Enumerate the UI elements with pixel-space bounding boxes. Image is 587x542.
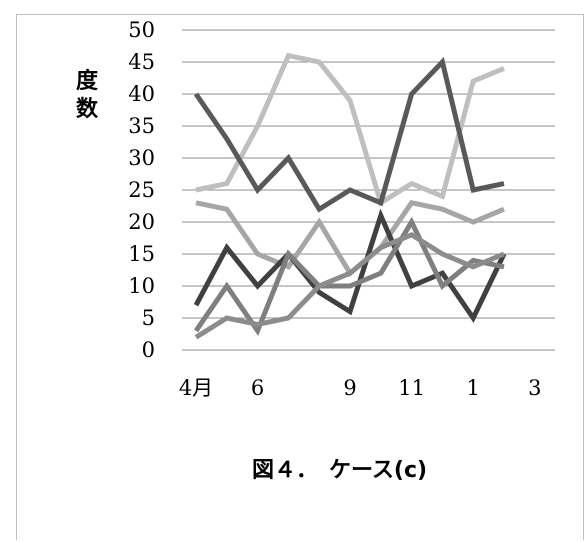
- y-axis-ticks: 0 5 10 15 20 25 30 35 40 45 50: [128, 18, 155, 362]
- series-line-2: [193, 56, 505, 213]
- y-tick-label: 35: [128, 114, 155, 138]
- y-tick-label: 25: [128, 178, 155, 202]
- figure-caption: 図４． ケース(c): [252, 458, 428, 483]
- x-tick-label: 9: [343, 376, 356, 400]
- y-axis-label: 度数: [76, 68, 99, 122]
- y-tick-label: 10: [128, 274, 155, 298]
- series-line-1: [195, 52, 505, 207]
- y-tick-label: 40: [128, 82, 155, 106]
- y-tick-label: 30: [128, 146, 155, 170]
- y-axis-label-char: 度: [76, 68, 99, 94]
- y-tick-label: 5: [142, 306, 155, 330]
- x-tick-label: 1: [467, 376, 480, 400]
- x-tick-label: 6: [251, 376, 264, 400]
- y-tick-label: 50: [128, 18, 155, 42]
- chart-frame: [16, 14, 584, 540]
- x-tick-label: 4月: [179, 376, 213, 400]
- y-axis-label-char: 数: [76, 96, 99, 122]
- x-tick-label: 3: [528, 376, 541, 400]
- y-tick-label: 20: [128, 210, 155, 234]
- x-tick-label: 11: [398, 376, 425, 400]
- y-tick-label: 45: [128, 50, 155, 74]
- y-tick-label: 15: [128, 242, 155, 266]
- y-tick-label: 0: [142, 338, 155, 362]
- series-line-5: [193, 216, 505, 337]
- series-line-6: [194, 231, 505, 340]
- series-line-4: [193, 208, 507, 323]
- x-axis-ticks: 4月 6 9 11 1 3: [179, 376, 542, 400]
- series-lines: [193, 52, 507, 340]
